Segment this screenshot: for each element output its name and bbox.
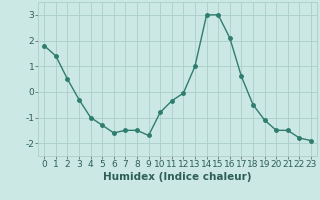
X-axis label: Humidex (Indice chaleur): Humidex (Indice chaleur) xyxy=(103,172,252,182)
